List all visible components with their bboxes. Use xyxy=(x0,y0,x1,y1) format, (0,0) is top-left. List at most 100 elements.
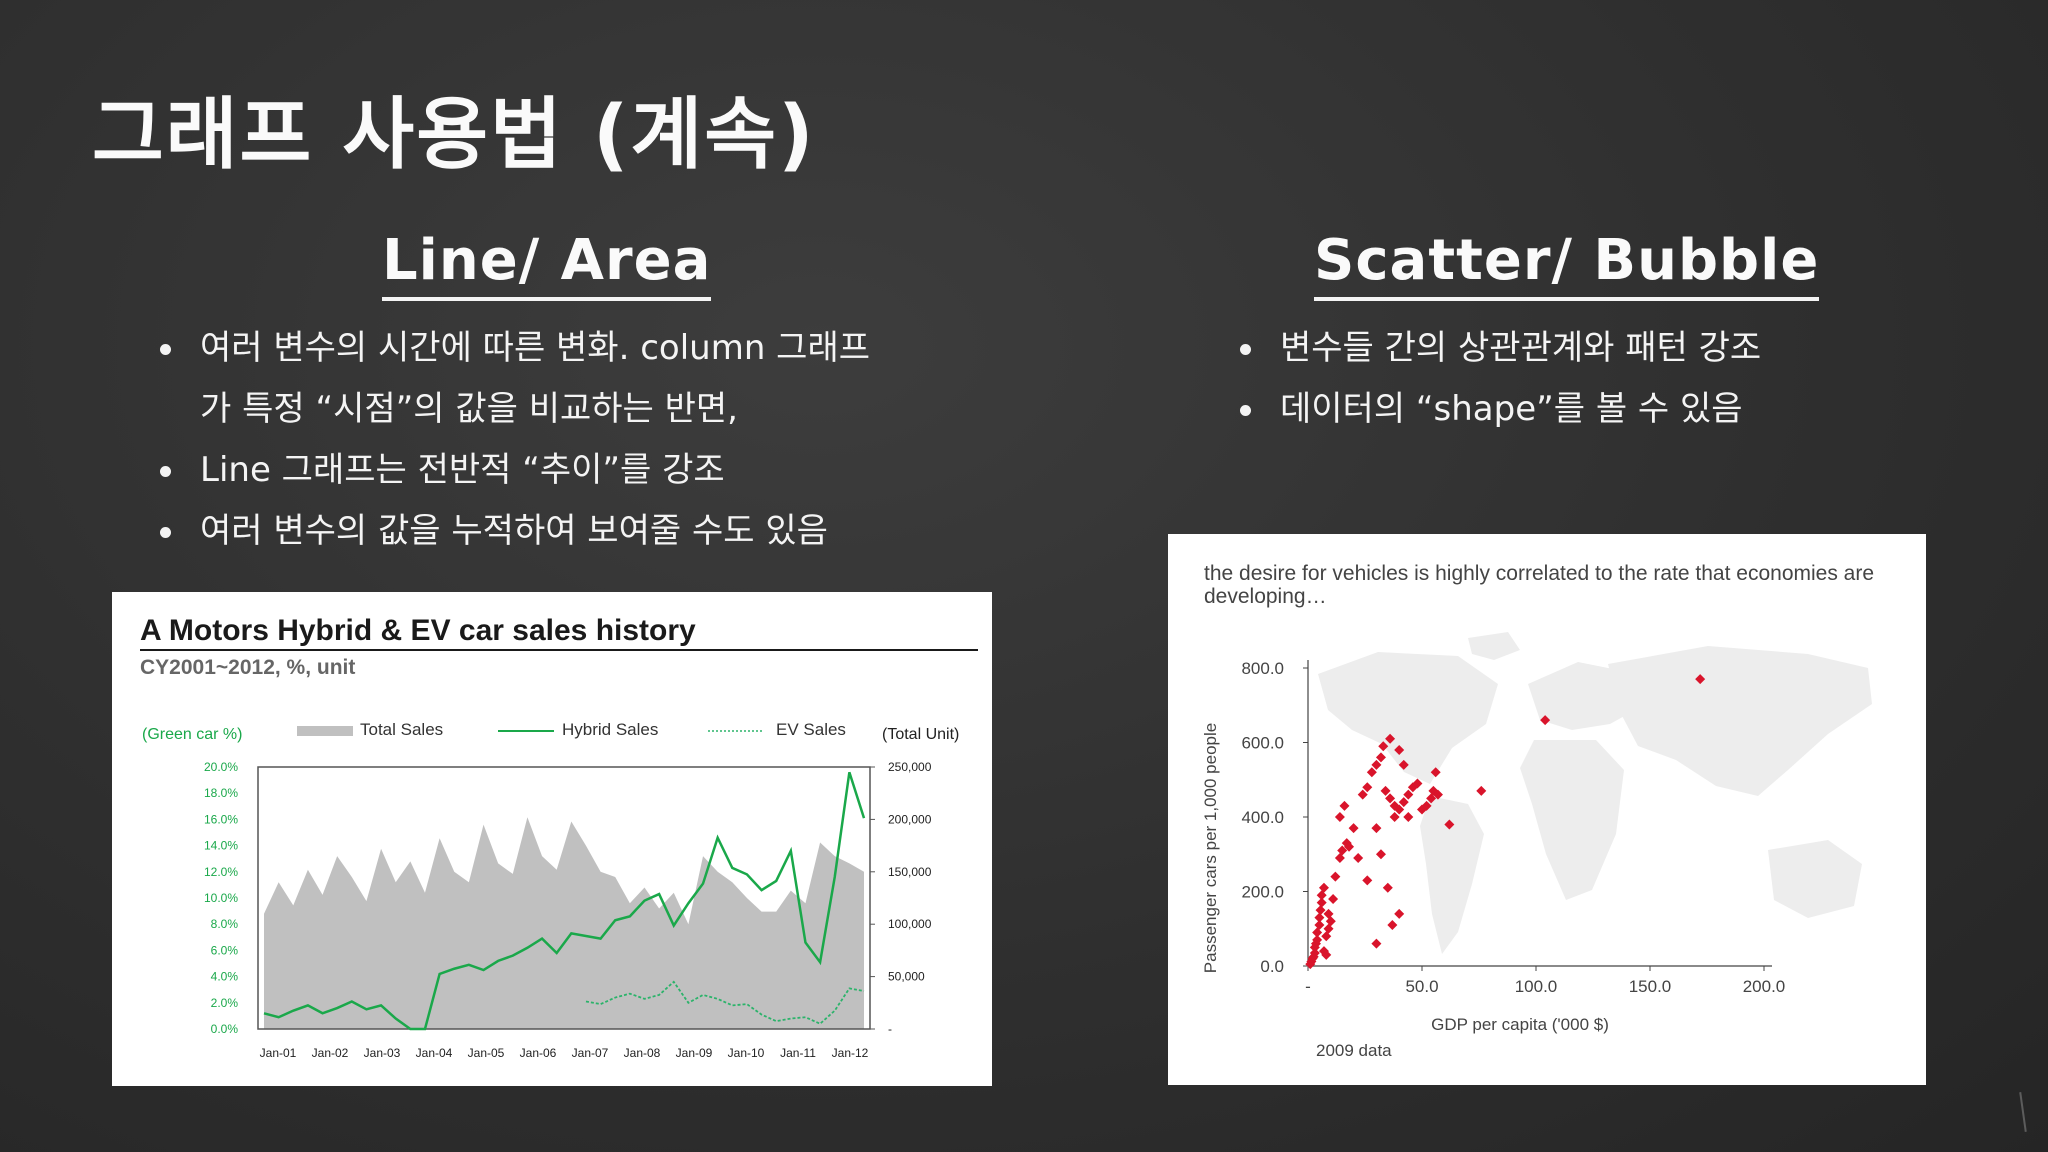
scatter-point xyxy=(1695,674,1706,685)
scatter-point xyxy=(1421,800,1432,811)
scatter-point xyxy=(1382,882,1393,893)
scatter-point xyxy=(1314,920,1325,931)
data-year-note: 2009 data xyxy=(1316,1041,1392,1060)
x-tick-label: Jan-04 xyxy=(416,1046,453,1060)
bullet-item-continued: 가 특정 “시점”의 값을 비교하는 반면, xyxy=(200,389,738,429)
scatter-bubble-heading: Scatter/ Bubble xyxy=(1314,228,1820,301)
x-tick-label: Jan-11 xyxy=(780,1046,816,1060)
bullet-item: 여러 변수의 값을 누적하여 보여줄 수도 있음 xyxy=(156,501,916,562)
scatter-point xyxy=(1389,800,1400,811)
slide-title: 그래프 사용법 (계속) xyxy=(92,90,816,180)
y-tick-label: 600.0 xyxy=(1241,734,1284,753)
right-tick-label: - xyxy=(888,1022,892,1036)
scatter-point xyxy=(1309,947,1320,958)
total-sales-area xyxy=(264,817,864,1029)
continent-shape xyxy=(1420,796,1484,954)
scatter-point xyxy=(1385,793,1396,804)
legend-label-total-sales: Total Sales xyxy=(360,720,443,739)
line-area-bullets: 여러 변수의 시간에 따른 변화. column 그래프 가 특정 “시점”의 … xyxy=(156,318,916,562)
scatter-point xyxy=(1344,841,1355,852)
x-tick-label: 200.0 xyxy=(1743,977,1786,996)
scatter-point xyxy=(1325,916,1336,927)
y-tick-label: 0.0 xyxy=(1260,957,1284,976)
x-tick-label: Jan-02 xyxy=(312,1046,349,1060)
car-ownership-scatter-chart: the desire for vehicles is highly correl… xyxy=(1168,534,1926,1085)
y-axis-title: Passenger cars per 1,000 people xyxy=(1201,723,1220,973)
continent-shape xyxy=(1608,646,1872,796)
left-tick-label: 2.0% xyxy=(211,996,239,1010)
scatter-point xyxy=(1394,908,1405,919)
y-tick-label: 800.0 xyxy=(1241,659,1284,678)
scatter-point xyxy=(1432,789,1443,800)
left-tick-label: 18.0% xyxy=(204,786,238,800)
continent-shape xyxy=(1318,652,1498,784)
scatter-point xyxy=(1412,778,1423,789)
left-tick-label: 20.0% xyxy=(204,760,238,774)
scatter-point xyxy=(1341,838,1352,849)
scatter-point xyxy=(1353,852,1364,863)
x-tick-label: Jan-12 xyxy=(832,1046,869,1060)
left-tick-label: 12.0% xyxy=(204,865,238,879)
scatter-point xyxy=(1428,785,1439,796)
right-tick-label: 200,000 xyxy=(888,812,932,826)
scatter-point xyxy=(1312,934,1323,945)
scatter-point xyxy=(1330,871,1341,882)
scatter-point xyxy=(1398,759,1409,770)
scatter-point xyxy=(1315,905,1326,916)
scatter-point xyxy=(1403,789,1414,800)
scatter-point xyxy=(1323,908,1334,919)
scatter-point xyxy=(1316,897,1327,908)
legend-label-ev-sales: EV Sales xyxy=(776,720,846,739)
scatter-point xyxy=(1540,715,1551,726)
left-tick-label: 0.0% xyxy=(211,1022,239,1036)
right-tick-label: 50,000 xyxy=(888,970,925,984)
scatter-point xyxy=(1362,875,1373,886)
scatter-point xyxy=(1362,782,1373,793)
scatter-point xyxy=(1348,823,1359,834)
x-tick-label: 100.0 xyxy=(1515,977,1558,996)
x-tick-label: Jan-08 xyxy=(624,1046,661,1060)
bullet-item: 여러 변수의 시간에 따른 변화. column 그래프 xyxy=(156,318,916,379)
world-map-background xyxy=(1318,632,1872,954)
scatter-point xyxy=(1321,931,1332,942)
continent-shape xyxy=(1520,740,1624,900)
x-tick-label: 50.0 xyxy=(1405,977,1438,996)
left-tick-label: 14.0% xyxy=(204,839,238,853)
x-tick-label: Jan-05 xyxy=(468,1046,505,1060)
hybrid-sales-line xyxy=(263,771,866,1031)
x-tick-label: 150.0 xyxy=(1629,977,1672,996)
scatter-point xyxy=(1323,923,1334,934)
chart-subtitle: CY2001~2012, %, unit xyxy=(140,656,356,679)
chart-title: A Motors Hybrid & EV car sales history xyxy=(140,614,696,647)
scatter-point xyxy=(1321,949,1332,960)
scatter-point xyxy=(1337,845,1348,856)
scatter-point xyxy=(1314,912,1325,923)
bullet-item: 변수들 간의 상관관계와 패턴 강조 xyxy=(1236,318,1876,379)
scatter-point xyxy=(1328,893,1339,904)
legend-swatch-total-sales xyxy=(297,726,353,736)
line-area-heading: Line/ Area xyxy=(382,228,712,301)
scatter-point xyxy=(1371,938,1382,949)
chalk-mark xyxy=(2019,1092,2027,1132)
scatter-point xyxy=(1385,733,1396,744)
y-tick-label: 200.0 xyxy=(1241,883,1284,902)
scatter-point xyxy=(1430,767,1441,778)
bullet-item: Line 그래프는 전반적 “추이”를 강조 xyxy=(156,440,916,501)
sales-history-chart: A Motors Hybrid & EV car sales history C… xyxy=(112,592,992,1086)
right-tick-label: 100,000 xyxy=(888,917,932,931)
sales-history-plot: (Green car %) (Total Unit) Total Sales Hybr… xyxy=(142,720,959,1060)
right-axis-label: (Total Unit) xyxy=(882,726,959,743)
scatter-point xyxy=(1334,852,1345,863)
scatter-point xyxy=(1378,741,1389,752)
x-tick-label: Jan-09 xyxy=(676,1046,713,1060)
scatter-point xyxy=(1387,920,1398,931)
left-tick-label: 6.0% xyxy=(211,943,239,957)
title-rule xyxy=(140,649,978,651)
scatter-point xyxy=(1312,927,1323,938)
scatter-point xyxy=(1444,819,1455,830)
scatter-bubble-bullets: 변수들 간의 상관관계와 패턴 강조 데이터의 “shape”를 볼 수 있음 xyxy=(1236,318,1876,440)
chart-title: the desire for vehicles is highly correl… xyxy=(1204,562,1875,608)
x-tick-label: Jan-03 xyxy=(364,1046,401,1060)
continent-shape xyxy=(1468,632,1520,660)
scatter-point xyxy=(1316,890,1327,901)
